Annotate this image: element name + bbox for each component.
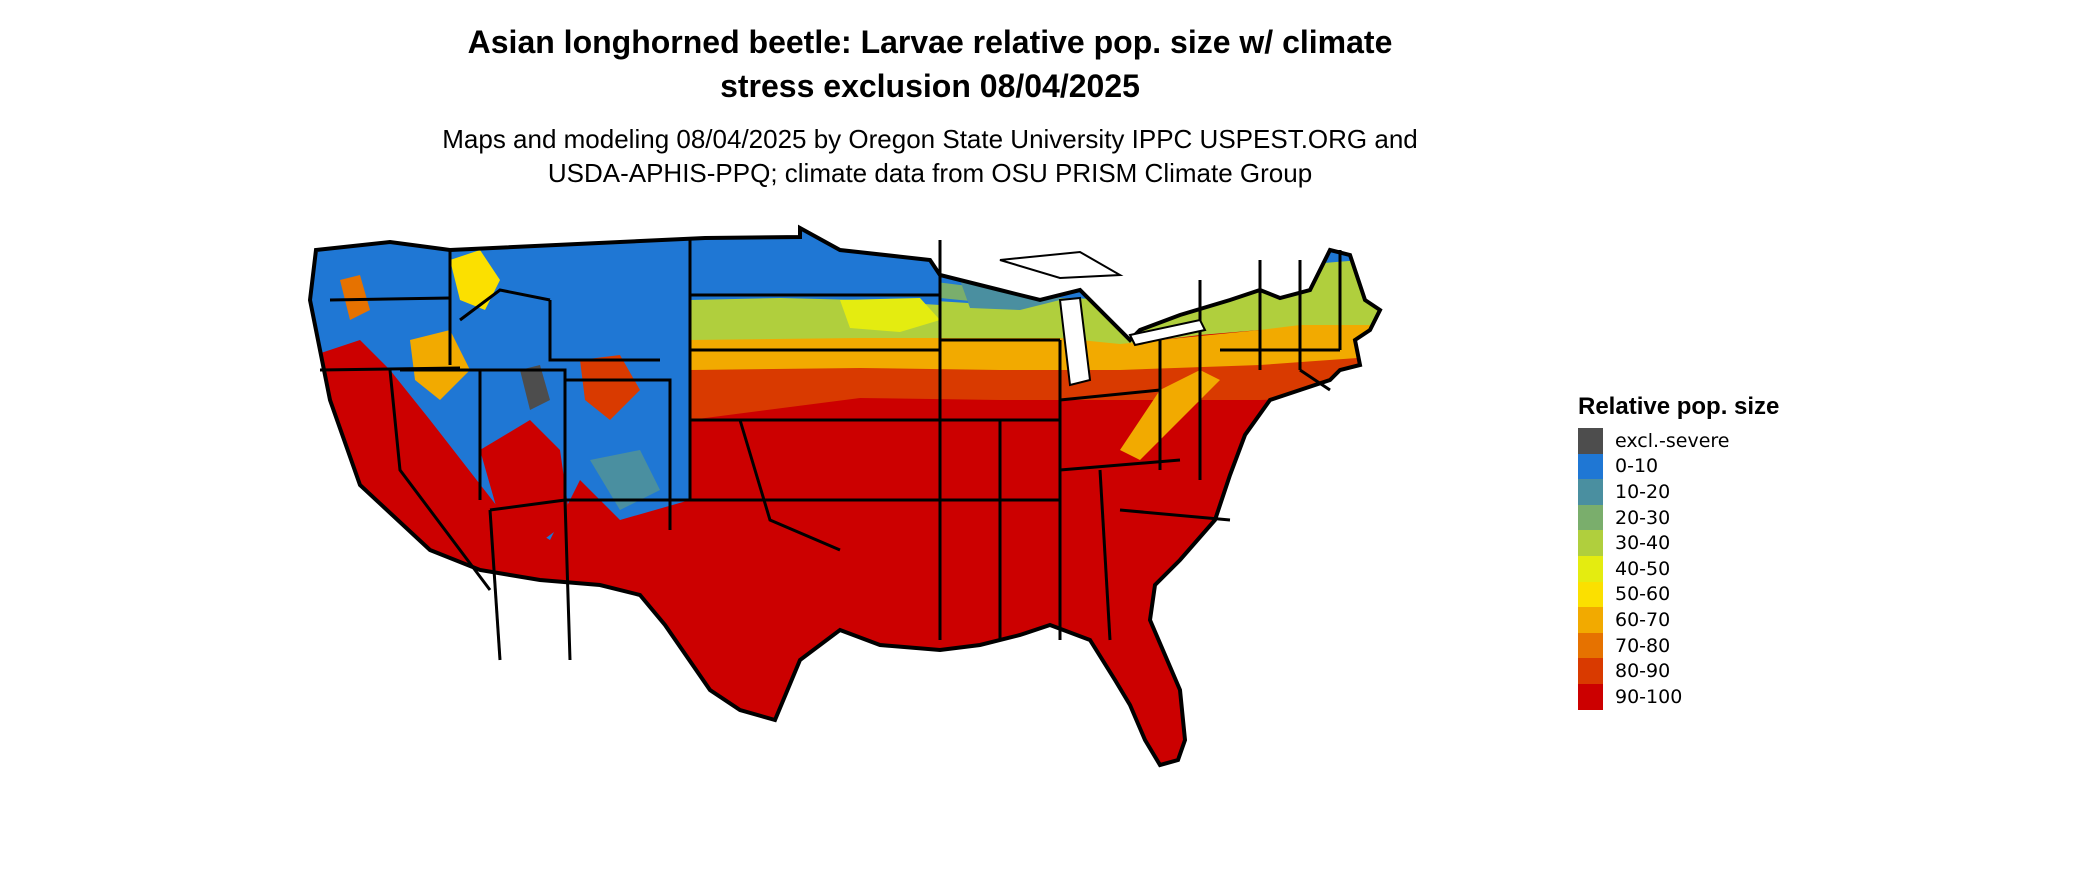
legend-label: 60-70	[1615, 608, 1671, 631]
zone-0-10-plains	[690, 228, 940, 305]
title-line-2: stress exclusion 08/04/2025	[720, 68, 1140, 104]
legend-label: 0-10	[1615, 455, 1659, 478]
zone-90-100-california	[330, 400, 470, 560]
us-map	[300, 220, 1560, 890]
legend-title: Relative pop. size	[1578, 393, 1780, 420]
great-lakes	[999, 250, 1207, 387]
legend-swatch	[1578, 683, 1603, 710]
map-title: Asian longhorned beetle: Larvae relative…	[380, 20, 1480, 108]
zone-10-20-new-mexico	[590, 450, 660, 510]
legend-swatch	[1578, 632, 1603, 659]
legend-label: 30-40	[1615, 532, 1671, 555]
state-boundaries	[319, 237, 1342, 661]
zone-60-70-great-basin	[410, 330, 470, 400]
legend-items: excl.-severe 0-10 10-20 20-30 30-40 40-50 50-6…	[1578, 428, 1779, 710]
legend-swatch	[1578, 555, 1603, 582]
subtitle-line-2: USDA-APHIS-PPQ; climate data from OSU PR…	[547, 158, 1313, 188]
zone-excl-severe-utah	[520, 365, 550, 410]
map-svg	[308, 226, 1382, 767]
zone-70-80-washington	[340, 275, 370, 320]
legend-label: 40-50	[1615, 557, 1671, 580]
map-subtitle: Maps and modeling 08/04/2025 by Oregon S…	[380, 122, 1480, 190]
subtitle-line-1: Maps and modeling 08/04/2025 by Oregon S…	[442, 124, 1418, 154]
title-line-1: Asian longhorned beetle: Larvae relative…	[467, 24, 1393, 60]
legend-item: 30-40	[1578, 530, 1779, 556]
legend-label: excl.-severe	[1615, 429, 1730, 452]
legend-item: excl.-severe	[1578, 428, 1779, 454]
lake-erie	[1128, 318, 1207, 347]
legend-label: 20-30	[1615, 506, 1671, 529]
legend-item: 10-20	[1578, 479, 1779, 505]
zone-60-70-band	[690, 325, 1380, 390]
legend-label: 80-90	[1615, 660, 1671, 683]
legend-swatch	[1578, 607, 1603, 633]
legend-label: 10-20	[1615, 480, 1671, 503]
lake-superior	[999, 250, 1124, 280]
zone-60-70-appalachia	[1120, 370, 1220, 460]
legend-swatch	[1578, 428, 1603, 454]
legend-label: 70-80	[1615, 634, 1671, 657]
zone-40-50-dakotas	[840, 298, 940, 332]
legend-swatch	[1578, 504, 1603, 531]
legend-swatch	[1578, 479, 1603, 505]
legend-item: 70-80	[1578, 632, 1779, 659]
legend: Relative pop. size excl.-severe 0-10 10-20…	[1578, 392, 1779, 710]
legend-item: 40-50	[1578, 555, 1779, 582]
zone-80-90-colorado	[580, 355, 640, 420]
legend-item: 80-90	[1578, 658, 1779, 684]
climate-raster	[310, 228, 1380, 765]
legend-swatch	[1578, 453, 1603, 480]
legend-item: 60-70	[1578, 607, 1779, 633]
legend-item: 90-100	[1578, 683, 1779, 710]
zone-50-60-idaho	[450, 250, 500, 310]
legend-swatch	[1578, 581, 1603, 608]
legend-item: 50-60	[1578, 581, 1779, 608]
legend-label: 50-60	[1615, 583, 1671, 606]
legend-item: 0-10	[1578, 453, 1779, 480]
legend-item: 20-30	[1578, 504, 1779, 531]
zone-0-10-new-england	[1180, 228, 1380, 278]
zone-90-100-southwest	[480, 420, 570, 550]
legend-swatch	[1578, 530, 1603, 556]
legend-swatch	[1578, 658, 1603, 684]
lake-michigan	[1058, 296, 1092, 387]
zone-80-90-band	[690, 355, 1380, 420]
legend-label: 90-100	[1615, 685, 1683, 708]
